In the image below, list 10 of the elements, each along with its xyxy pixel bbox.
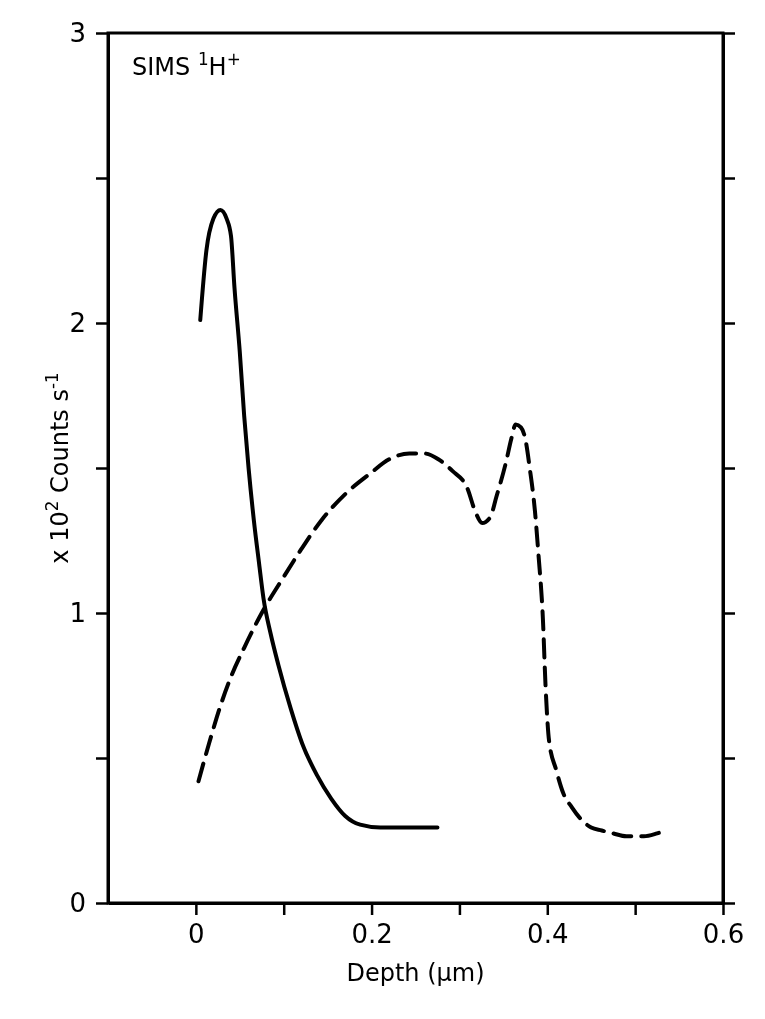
- x-tick-label: 0.2: [351, 919, 393, 950]
- y-tick-label: 3: [69, 17, 86, 48]
- x-tick-label: 0.6: [702, 919, 745, 950]
- x-axis-title: Depth (μm): [346, 959, 485, 987]
- y-tick-label: 1: [69, 597, 86, 628]
- y-tick-label: 2: [69, 307, 86, 338]
- annotation: SIMS $^{1}$H$^{+}$: [132, 49, 241, 81]
- y-tick-label: 0: [69, 887, 86, 918]
- x-tick-label: 0: [188, 919, 205, 950]
- x-tick-label: 0.4: [527, 919, 569, 950]
